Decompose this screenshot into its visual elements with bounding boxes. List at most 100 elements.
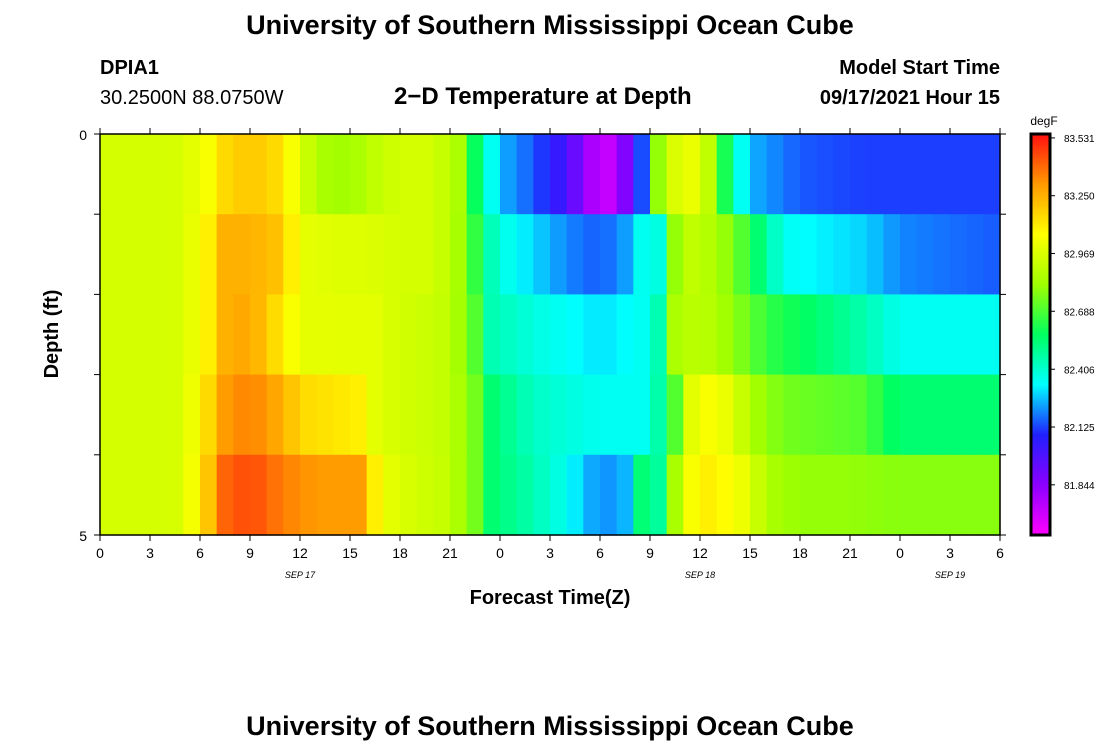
heatmap-cell bbox=[416, 374, 434, 456]
heatmap-cell bbox=[783, 374, 801, 456]
heatmap-cell bbox=[600, 374, 618, 456]
heatmap-cell bbox=[450, 294, 468, 376]
heatmap-cell bbox=[950, 374, 968, 456]
heatmap-cell bbox=[300, 214, 318, 295]
heatmap-cell bbox=[716, 454, 734, 536]
date-label: SEP 18 bbox=[685, 570, 715, 580]
x-tick-label: 6 bbox=[196, 545, 204, 561]
heatmap-cell bbox=[216, 374, 234, 456]
heatmap-cell bbox=[183, 134, 201, 215]
heatmap-cell bbox=[566, 454, 584, 536]
heatmap-cell bbox=[533, 214, 551, 295]
colorbar-tick-label: 83.250 bbox=[1064, 192, 1095, 203]
heatmap-cell bbox=[583, 454, 601, 536]
heatmap-cell bbox=[366, 294, 384, 376]
footer-title: University of Southern Mississippi Ocean… bbox=[246, 711, 854, 741]
heatmap-cell bbox=[133, 134, 151, 215]
heatmap-cell bbox=[466, 374, 484, 456]
x-tick-label: 21 bbox=[842, 545, 858, 561]
heatmap-cell bbox=[483, 134, 501, 215]
heatmap-cell bbox=[550, 374, 568, 456]
heatmap-cell bbox=[883, 294, 901, 376]
heatmap-cell bbox=[250, 214, 268, 295]
heatmap-cell bbox=[983, 454, 1001, 536]
heatmap-cell bbox=[500, 134, 518, 215]
heatmap-cell bbox=[466, 214, 484, 295]
heatmap-cell bbox=[650, 294, 668, 376]
heatmap-cell bbox=[166, 454, 184, 536]
heatmap-cell bbox=[833, 374, 851, 456]
heatmap-cell bbox=[233, 454, 251, 536]
heatmap-cell bbox=[133, 374, 151, 456]
heatmap-cell bbox=[666, 454, 684, 536]
heatmap-cell bbox=[733, 374, 751, 456]
model-start-value: 09/17/2021 Hour 15 bbox=[819, 87, 1000, 109]
heatmap-cell bbox=[900, 454, 918, 536]
heatmap-cell bbox=[350, 134, 368, 215]
date-label: SEP 19 bbox=[935, 570, 965, 580]
x-tick-label: 0 bbox=[96, 545, 104, 561]
heatmap-cell bbox=[500, 294, 518, 376]
heatmap-cell bbox=[750, 454, 768, 536]
heatmap-cell bbox=[800, 454, 818, 536]
heatmap-cell bbox=[166, 374, 184, 456]
heatmap-cell bbox=[850, 294, 868, 376]
heatmap-cell bbox=[533, 294, 551, 376]
heatmap-cell bbox=[566, 374, 584, 456]
heatmap-cell bbox=[466, 294, 484, 376]
heatmap-cell bbox=[183, 214, 201, 295]
heatmap-cell bbox=[433, 374, 451, 456]
heatmap-cell bbox=[600, 214, 618, 295]
heatmap-cell bbox=[850, 454, 868, 536]
x-tick-label: 3 bbox=[946, 545, 954, 561]
date-label: SEP 17 bbox=[285, 570, 316, 580]
heatmap-cell bbox=[300, 374, 318, 456]
heatmap-cell bbox=[766, 294, 784, 376]
heatmap-cell bbox=[716, 374, 734, 456]
heatmap-cell bbox=[616, 294, 634, 376]
heatmap-cell bbox=[550, 214, 568, 295]
heatmap-cell bbox=[283, 134, 301, 215]
heatmap-cell bbox=[300, 454, 318, 536]
heatmap-cell bbox=[383, 374, 401, 456]
heatmap-cell bbox=[583, 214, 601, 295]
heatmap-cell bbox=[616, 454, 634, 536]
heatmap-cell bbox=[316, 294, 334, 376]
heatmap-cell bbox=[600, 134, 618, 215]
x-tick-label: 9 bbox=[646, 545, 654, 561]
heatmap-cell bbox=[366, 374, 384, 456]
heatmap-cell bbox=[916, 214, 934, 295]
heatmap-cell bbox=[416, 214, 434, 295]
colorbar-tick-label: 82.125 bbox=[1064, 423, 1095, 434]
colorbar bbox=[1029, 132, 1052, 537]
colorbar-tick-label: 82.406 bbox=[1064, 365, 1095, 376]
heatmap-cell bbox=[733, 294, 751, 376]
heatmap-cell bbox=[350, 454, 368, 536]
heatmap-cell bbox=[366, 454, 384, 536]
heatmap-cell bbox=[850, 374, 868, 456]
heatmap-cell bbox=[933, 294, 951, 376]
heatmap-cell bbox=[933, 214, 951, 295]
heatmap-cell bbox=[333, 374, 351, 456]
heatmap-cell bbox=[883, 214, 901, 295]
heatmap-cell bbox=[900, 214, 918, 295]
colorbar-tick-label: 83.531 bbox=[1064, 134, 1095, 145]
heatmap-cell bbox=[783, 134, 801, 215]
heatmap-cell bbox=[400, 374, 418, 456]
heatmap-cell bbox=[400, 294, 418, 376]
heatmap-cell bbox=[683, 374, 701, 456]
heatmap-cell bbox=[866, 134, 884, 215]
heatmap-cell bbox=[333, 134, 351, 215]
heatmap-cell bbox=[550, 454, 568, 536]
heatmap-cell bbox=[466, 454, 484, 536]
heatmap-cell bbox=[616, 134, 634, 215]
heatmap-cell bbox=[116, 374, 134, 456]
heatmap-cell bbox=[983, 294, 1001, 376]
heatmap-cell bbox=[133, 454, 151, 536]
heatmap-cell bbox=[650, 134, 668, 215]
colorbar-unit: degF bbox=[1030, 114, 1057, 128]
heatmap-cell bbox=[533, 374, 551, 456]
heatmap-cell bbox=[900, 294, 918, 376]
heatmap-cell bbox=[766, 214, 784, 295]
x-tick-label: 15 bbox=[742, 545, 758, 561]
